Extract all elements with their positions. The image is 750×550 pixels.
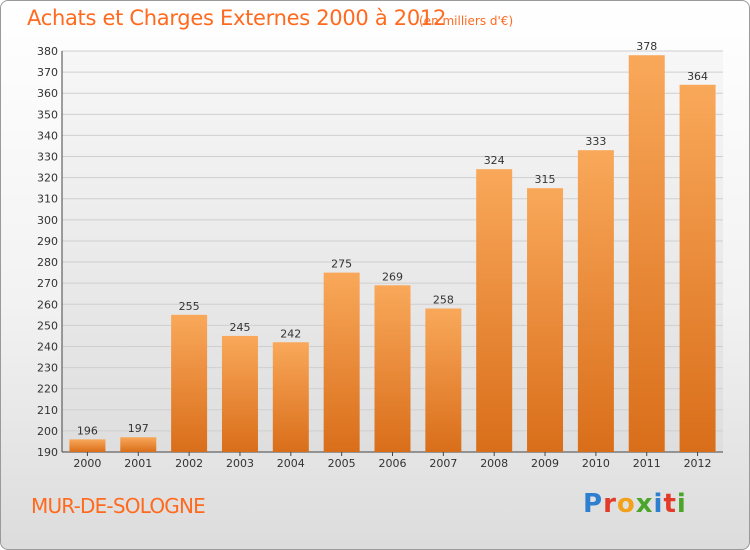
x-tick-label: 2005 [328, 457, 356, 470]
bar [577, 150, 614, 452]
y-tick-label: 350 [37, 108, 58, 121]
chart-title: Achats et Charges Externes 2000 à 2012 [27, 6, 447, 30]
y-tick-label: 230 [37, 362, 58, 375]
y-tick-label: 250 [37, 319, 58, 332]
y-tick-label: 330 [37, 151, 58, 164]
y-tick-label: 320 [37, 172, 58, 185]
y-tick-label: 290 [37, 235, 58, 248]
logo-letter: i [676, 489, 687, 519]
y-tick-label: 340 [37, 129, 58, 142]
y-tick-label: 270 [37, 277, 58, 290]
x-tick-label: 2000 [73, 457, 101, 470]
bar [272, 342, 309, 452]
logo-letter: P [583, 489, 604, 519]
bar [628, 55, 665, 452]
bar [527, 188, 564, 452]
logo-letter: x [635, 489, 654, 519]
logo-letter: o [616, 489, 636, 519]
y-tick-label: 210 [37, 404, 58, 417]
bar-value-label: 333 [585, 135, 606, 148]
x-tick-label: 2002 [175, 457, 203, 470]
x-tick-label: 2003 [226, 457, 254, 470]
x-tick-label: 2004 [277, 457, 305, 470]
logo-letter: r [603, 489, 617, 519]
bar-value-label: 242 [280, 327, 301, 340]
y-tick-label: 300 [37, 214, 58, 227]
chart-unit-label: (en milliers d'€) [419, 14, 514, 28]
logo-letter: i [653, 489, 664, 519]
bar-value-label: 245 [229, 321, 250, 334]
bar-value-label: 378 [636, 40, 657, 53]
commune-name: MUR-DE-SOLOGNE [31, 494, 206, 518]
bar [221, 335, 258, 452]
proxiti-logo: Proxiti [583, 489, 687, 519]
bar [69, 439, 106, 452]
x-tick-label: 2001 [124, 457, 152, 470]
y-tick-label: 360 [37, 87, 58, 100]
x-tick-label: 2012 [684, 457, 712, 470]
bar [374, 285, 411, 452]
bar [425, 308, 462, 452]
y-tick-label: 370 [37, 66, 58, 79]
y-tick-label: 310 [37, 193, 58, 206]
logo-letter: t [663, 489, 677, 519]
x-tick-label: 2011 [633, 457, 661, 470]
bar-value-label: 196 [77, 424, 98, 437]
x-tick-label: 2010 [582, 457, 610, 470]
bar-value-label: 275 [331, 258, 352, 271]
bar-value-label: 324 [484, 154, 505, 167]
y-tick-label: 240 [37, 340, 58, 353]
bar-value-label: 255 [179, 300, 200, 313]
y-tick-label: 380 [37, 45, 58, 58]
bar [323, 272, 360, 452]
y-tick-label: 260 [37, 298, 58, 311]
x-tick-label: 2009 [531, 457, 559, 470]
x-tick-label: 2007 [429, 457, 457, 470]
x-tick-label: 2008 [480, 457, 508, 470]
y-tick-label: 280 [37, 256, 58, 269]
bar-value-label: 315 [535, 173, 556, 186]
bar-value-label: 364 [687, 70, 708, 83]
x-tick-label: 2006 [379, 457, 407, 470]
bar-value-label: 197 [128, 422, 149, 435]
bar [476, 169, 513, 453]
bar-value-label: 269 [382, 270, 403, 283]
bar [120, 437, 157, 452]
bar [679, 84, 716, 452]
y-tick-label: 220 [37, 383, 58, 396]
bar-value-label: 258 [433, 293, 454, 306]
y-tick-label: 190 [37, 446, 58, 459]
bar [171, 314, 208, 452]
y-tick-label: 200 [37, 425, 58, 438]
